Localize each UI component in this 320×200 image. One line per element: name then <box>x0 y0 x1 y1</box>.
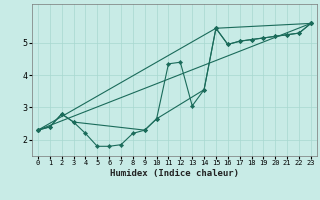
X-axis label: Humidex (Indice chaleur): Humidex (Indice chaleur) <box>110 169 239 178</box>
